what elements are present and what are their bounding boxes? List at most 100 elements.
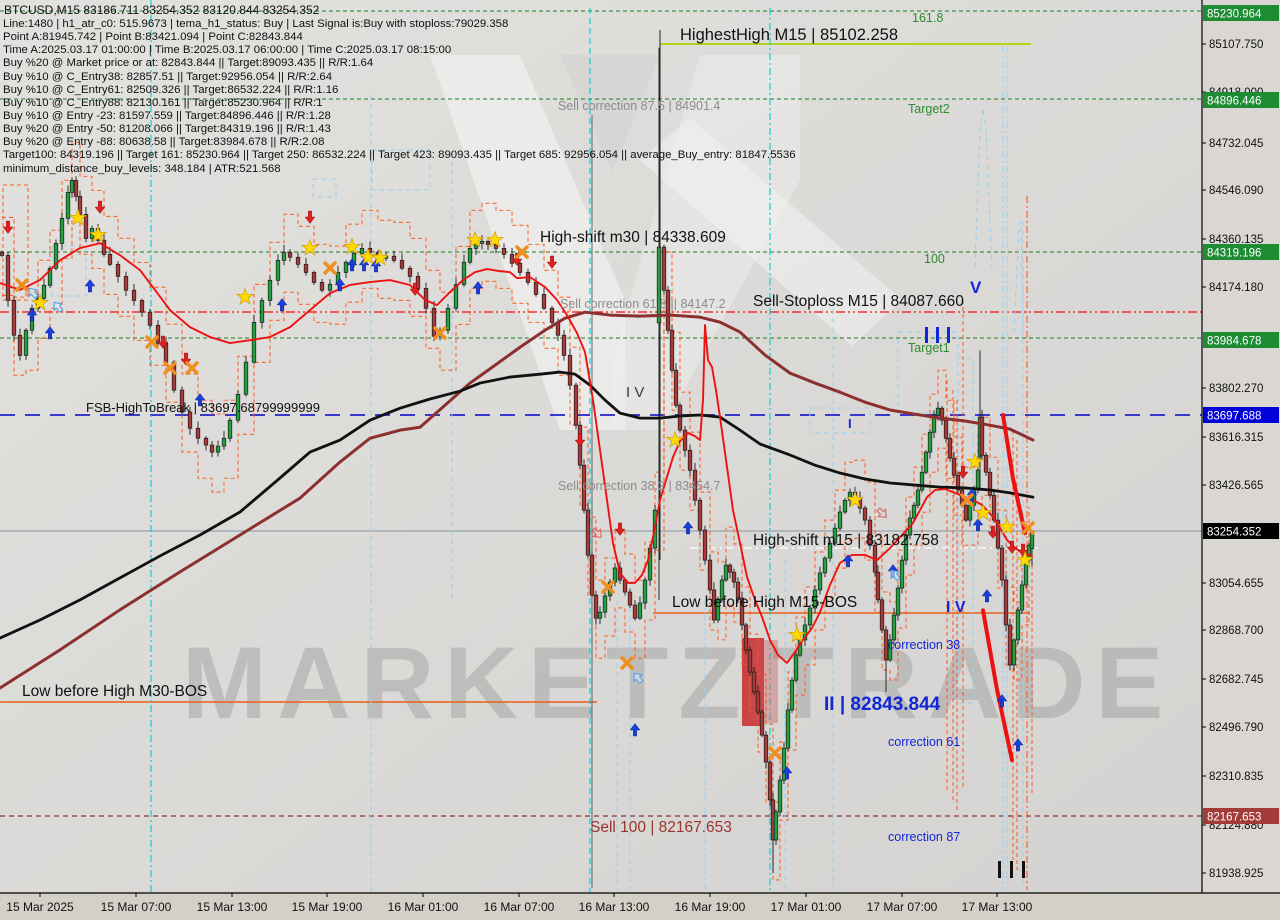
wave-bar-mark [936,327,939,343]
svg-text:TRADE: TRADE [772,626,1173,740]
wave-bar-mark [947,327,950,343]
buy-arrow-icon [276,298,288,312]
price-axis-label: 82310.835 [1209,771,1263,783]
buy-arrow-icon [972,518,984,532]
star-icon [343,237,361,255]
star-icon [486,230,504,248]
sell-arrow-icon [546,255,558,269]
star-icon [371,248,389,266]
price-axis-label: 84546.090 [1209,185,1263,197]
buy-arrow-icon [346,258,358,272]
chart-title: BTCUSD,M15 83186.711 83254.352 83120.844… [4,3,320,17]
time-axis-label: 15 Mar 07:00 [101,900,172,914]
price-badge [1203,407,1279,423]
time-axis-label: 17 Mar 01:00 [771,900,842,914]
sell-arrow-icon [574,433,586,447]
annotation-sell-corr-382: Sell correction 38.2 | 83454.7 [558,479,720,493]
wave-bar-mark [998,861,1001,878]
star-icon [466,230,484,248]
indicator-info-panel: Line:1480 | h1_atr_c0: 515.9673 | tema_h… [3,18,796,176]
annotation-fib-100: 100 [924,252,945,266]
annotation-low-before-high-m15: Low before High M15-BOS [672,594,857,611]
price-axis-label: 83802.270 [1209,383,1263,395]
hollow-arrow-icon [28,287,39,299]
price-badge-label: 84896.446 [1207,96,1261,108]
price-axis-label: 84732.045 [1209,138,1263,150]
buy-arrow-icon [44,326,56,340]
price-axis-label: 83616.315 [1209,432,1263,444]
signal-markers [2,200,1035,780]
annotation-wave-ii-price: II | 82843.844 [824,694,941,715]
hollow-arrow-icon [633,672,644,684]
star-icon [974,503,992,521]
price-badge-label: 85230.964 [1207,9,1262,21]
sell-arrow-icon [157,335,169,349]
orange-bands [2,141,1033,881]
annotation-target1: Target1 [908,341,950,355]
steep-red-trendline [1001,412,1027,536]
hollow-arrow-icon [591,527,602,538]
info-line: Point A:81945.742 | Point B:83421.094 | … [3,31,303,44]
price-badge [1203,92,1279,108]
info-line: Buy %10 @ C_Entry61: 82509.326 || Target… [3,83,339,96]
hollow-arrow-icon [890,569,901,581]
annotation-sell-corr-875: Sell correction 87.5 | 84901.4 [558,99,720,113]
price-axis-label: 84360.135 [1209,234,1263,246]
annotation-correction-61: correction 61 [888,735,960,749]
buy-arrow-icon [996,694,1008,708]
hollow-arrow-icon [53,301,64,313]
time-axis-label: 17 Mar 07:00 [867,900,938,914]
price-axis-label: 85107.750 [1209,39,1263,51]
annotation-high-shift-m30: High-shift m30 | 84338.609 [540,229,726,246]
info-line: Time A:2025.03.17 01:00:00 | Time B:2025… [3,44,452,57]
price-badge-label: 82167.653 [1207,812,1261,824]
sell-arrow-icon [409,282,421,296]
sell-arrow-icon [987,525,999,539]
buy-arrow-icon [1012,738,1024,752]
buy-arrow-icon [84,279,96,293]
wave-bar-mark [925,327,928,343]
star-icon [788,625,806,643]
price-badge [1203,5,1279,21]
annotation-wave-iv-mid: I V [626,384,644,401]
annotation-low-before-high-m30: Low before High M30-BOS [22,683,207,700]
star-icon [966,452,984,470]
annotation-fib-161-8: 161.8 [912,11,943,25]
svg-text:MARKETZ: MARKETZ [182,626,751,740]
price-badge [1203,332,1279,348]
annotation-sell-corr-618: Sell correction 61.8 || 84147.2 [560,297,726,311]
price-badge-label: 83254.352 [1207,527,1261,539]
time-axis-label: 16 Mar 19:00 [675,900,746,914]
ma-slow-maroon [0,310,1035,690]
star-icon [69,208,87,226]
price-axis-label: 82496.790 [1209,722,1263,734]
sell-arrow-icon [614,522,626,536]
star-icon [31,293,49,311]
price-badge [1203,808,1279,824]
time-axis-label: 16 Mar 13:00 [579,900,650,914]
time-axis-label: 15 Mar 19:00 [292,900,363,914]
star-icon [846,490,864,508]
info-line: Buy %20 @ Entry -50: 81208.066 || Target… [3,123,331,136]
info-line: Buy %10 @ C_Entry88: 82130.161 || Target… [3,96,323,109]
info-line: Line:1480 | h1_atr_c0: 515.9673 | tema_h… [3,18,509,30]
annotation-wave-iv-right: I V [946,599,966,616]
info-line: Buy %10 @ Entry -23: 81597.559 || Target… [3,109,331,122]
annotation-fsb-high-to-break: FSB-HighToBreak | 83697.68799999999 [86,400,320,415]
price-badge [1203,244,1279,260]
sell-arrow-icon [94,200,106,214]
buy-arrow-icon [842,554,854,568]
star-icon [301,238,319,256]
star-icon [236,287,254,305]
price-badge-label: 83697.688 [1207,411,1261,423]
annotation-high-shift-m15: High-shift m15 | 83182.758 [753,532,939,549]
price-axis-label: 83054.655 [1209,578,1263,590]
price-axis-label: 83426.565 [1209,480,1263,492]
sell-arrow-icon [1006,540,1018,554]
watermark: MARKETZ TRADE [182,626,1173,740]
price-badge-label: 83984.678 [1207,336,1261,348]
wave-bar-mark [1022,861,1025,878]
time-axis-label: 15 Mar 2025 [6,900,74,914]
